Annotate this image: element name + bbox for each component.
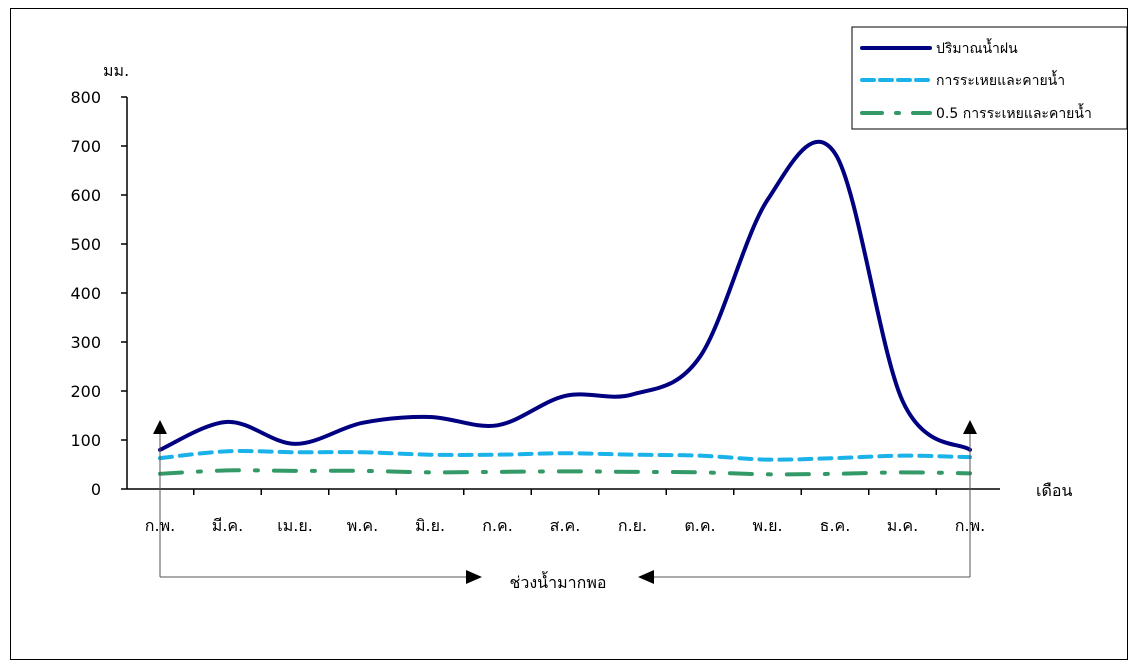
x-tick-label: ต.ค. [684, 516, 715, 535]
y-tick-label: 100 [70, 431, 101, 450]
arrow-up-left [153, 420, 167, 434]
legend-label-2: การระเหยและคายน้ำ [936, 70, 1065, 89]
x-tick-label: ก.ค. [482, 516, 513, 535]
series-layer [158, 139, 972, 477]
x-tick-label: ก.ย. [618, 516, 647, 535]
period-annotation: ช่วงน้ำมากพอ [153, 420, 977, 592]
arrow-left [638, 570, 654, 584]
arrow-right [466, 570, 482, 584]
y-tick-label: 200 [70, 382, 101, 401]
legend-label-1: ปริมาณน้ำฝน [936, 38, 1018, 57]
x-tick-label: ธ.ค. [820, 516, 851, 535]
arrow-up-right [963, 420, 977, 434]
x-tick-label: พ.ย. [752, 516, 782, 535]
series-line-3 [158, 468, 972, 477]
y-ticks: 0 100 200 300 400 500 600 700 800 [70, 88, 127, 499]
y-tick-label: 700 [70, 137, 101, 156]
x-tick-label: พ.ค. [347, 516, 378, 535]
y-tick-label: 300 [70, 333, 101, 352]
y-tick-label: 400 [70, 284, 101, 303]
legend-label-3: 0.5 การระเหยและคายน้ำ [936, 103, 1092, 122]
x-tick-label: ม.ค. [887, 516, 918, 535]
series-line-1 [158, 139, 972, 452]
y-axis-title: มม. [103, 61, 129, 80]
x-tick-label: มิ.ย. [415, 516, 445, 535]
x-ticks: ก.พ. มี.ค. เม.ย. พ.ค. มิ.ย. ก.ค. ส.ค. ก.ย. ต.ค. พ… [145, 489, 985, 535]
period-annotation-label: ช่วงน้ำมากพอ [510, 571, 607, 592]
y-tick-label: 500 [70, 235, 101, 254]
y-tick-label: 600 [70, 186, 101, 205]
x-tick-label: ส.ค. [550, 516, 581, 535]
y-tick-label: 800 [70, 88, 101, 107]
y-tick-label: 0 [91, 480, 101, 499]
series-line-2 [158, 448, 972, 462]
x-axis-title: เดือน [1036, 481, 1072, 500]
x-tick-label: เม.ย. [277, 516, 313, 535]
x-tick-label: มี.ค. [212, 516, 243, 535]
